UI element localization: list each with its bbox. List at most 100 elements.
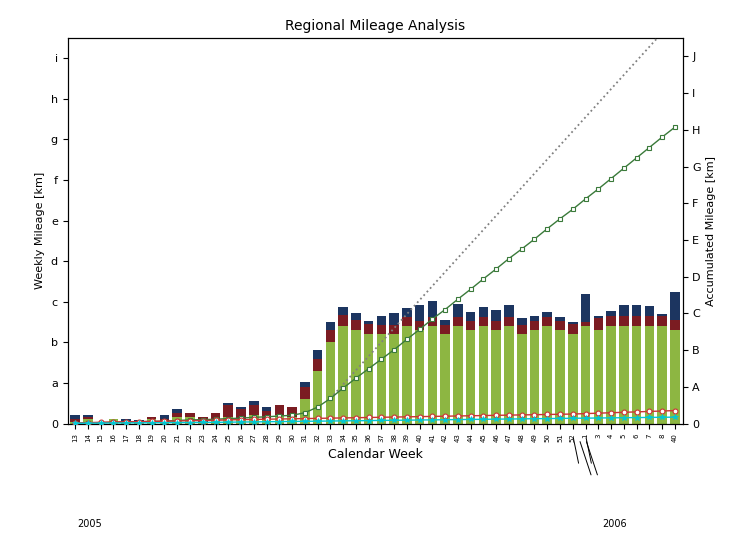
Y-axis label: Accumulated Mileage [km]: Accumulated Mileage [km] [706,156,716,306]
Region 3 Accumulated [441,416,450,423]
Bar [122,421,131,424]
Region 2 Accumulated [607,409,616,416]
Region 2 Accumulated [351,414,360,421]
Bar [491,330,501,424]
Region 3 Accumulated [70,420,80,427]
Bar [249,415,259,424]
Region 3 Accumulated [262,419,271,425]
Bar [389,334,399,424]
Bar [376,325,386,334]
Region 2 Accumulated [96,419,105,426]
Bar [606,316,616,326]
Region 2 Accumulated [645,408,654,415]
Bar [83,415,93,418]
Bar [644,316,654,326]
Bar [504,326,514,424]
Bar [542,312,552,317]
Region 3 Accumulated [492,416,501,422]
Bar [466,312,476,321]
Bar [542,317,552,326]
Region 2 Accumulated [377,414,386,420]
Region 1 Accumulated [479,276,488,282]
Region 1 Accumulated [594,186,603,192]
Region 3 Accumulated [479,416,488,422]
Bar [83,418,93,420]
Region 1 Accumulated [96,419,105,426]
Bar [172,413,182,418]
Bar [172,409,182,413]
Bar [606,326,616,424]
Bar [70,420,80,421]
Region 2 Accumulated [160,418,169,425]
Region 3 Accumulated [505,416,514,422]
Region 3 Accumulated [198,419,207,426]
Region 1 Accumulated [211,416,220,422]
Region 2 Accumulated [249,416,258,422]
Region 1 Accumulated [274,413,284,419]
Region 3 Accumulated [568,415,578,421]
Region 1 Accumulated [607,175,616,182]
Region 2 Accumulated [364,414,373,421]
Bar [287,418,297,424]
Region 1 Accumulated [416,326,424,333]
Region 3 Accumulated [326,418,334,424]
Region 1 Accumulated [505,255,514,262]
Region 1 Accumulated [670,124,680,130]
Bar [236,407,246,409]
Region 3 Accumulated [390,417,399,424]
Region 3 Accumulated [96,420,105,426]
Bar [619,316,628,326]
Bar [568,324,578,334]
Bar [134,421,144,424]
Region 2 Accumulated [109,419,118,425]
Region 2 Accumulated [403,414,412,420]
Region 1 Accumulated [390,346,399,353]
Bar [402,317,412,326]
Bar [338,326,348,424]
Region 3 Accumulated [351,418,360,424]
Bar [580,322,590,326]
Region 1 Accumulated [428,315,437,322]
Bar [632,326,641,424]
Region 3 Accumulated [632,414,641,421]
Region 3 Accumulated [313,418,322,425]
Bar [453,317,463,326]
Region 3 Accumulated [224,419,232,425]
Region 2 Accumulated [556,411,565,418]
Region 2 Accumulated [83,419,92,426]
Bar [211,420,220,424]
Region 1 Accumulated [313,404,322,411]
Region 2 Accumulated [530,412,539,418]
Bar [236,409,246,420]
Region 2 Accumulated [338,415,347,421]
Region 3 Accumulated [416,416,424,423]
Region 1 Accumulated [198,416,207,423]
X-axis label: Calendar Week: Calendar Week [328,448,422,461]
Bar [83,420,93,424]
Region 2 Accumulated [262,416,271,422]
Bar [555,321,565,330]
Bar [364,321,374,324]
Region 3 Accumulated [670,414,680,420]
Bar [670,330,680,424]
Region 2 Accumulated [479,412,488,419]
Region 3 Accumulated [556,415,565,422]
Bar [580,294,590,322]
Region 1 Accumulated [147,418,156,425]
Bar [262,407,272,412]
Region 1 Accumulated [581,195,590,202]
Region 2 Accumulated [441,413,450,419]
Bar [326,322,335,330]
Bar [224,403,233,405]
Region 1 Accumulated [262,414,271,420]
Region 3 Accumulated [338,418,347,424]
Region 2 Accumulated [454,413,463,419]
Bar [478,317,488,326]
Bar [427,317,437,326]
Region 2 Accumulated [670,407,680,414]
Bar [402,308,412,317]
Bar [185,418,195,424]
Line: Region 3 Accumulated: Region 3 Accumulated [73,414,677,426]
Region 1 Accumulated [632,155,641,161]
Region 3 Accumulated [607,414,616,421]
